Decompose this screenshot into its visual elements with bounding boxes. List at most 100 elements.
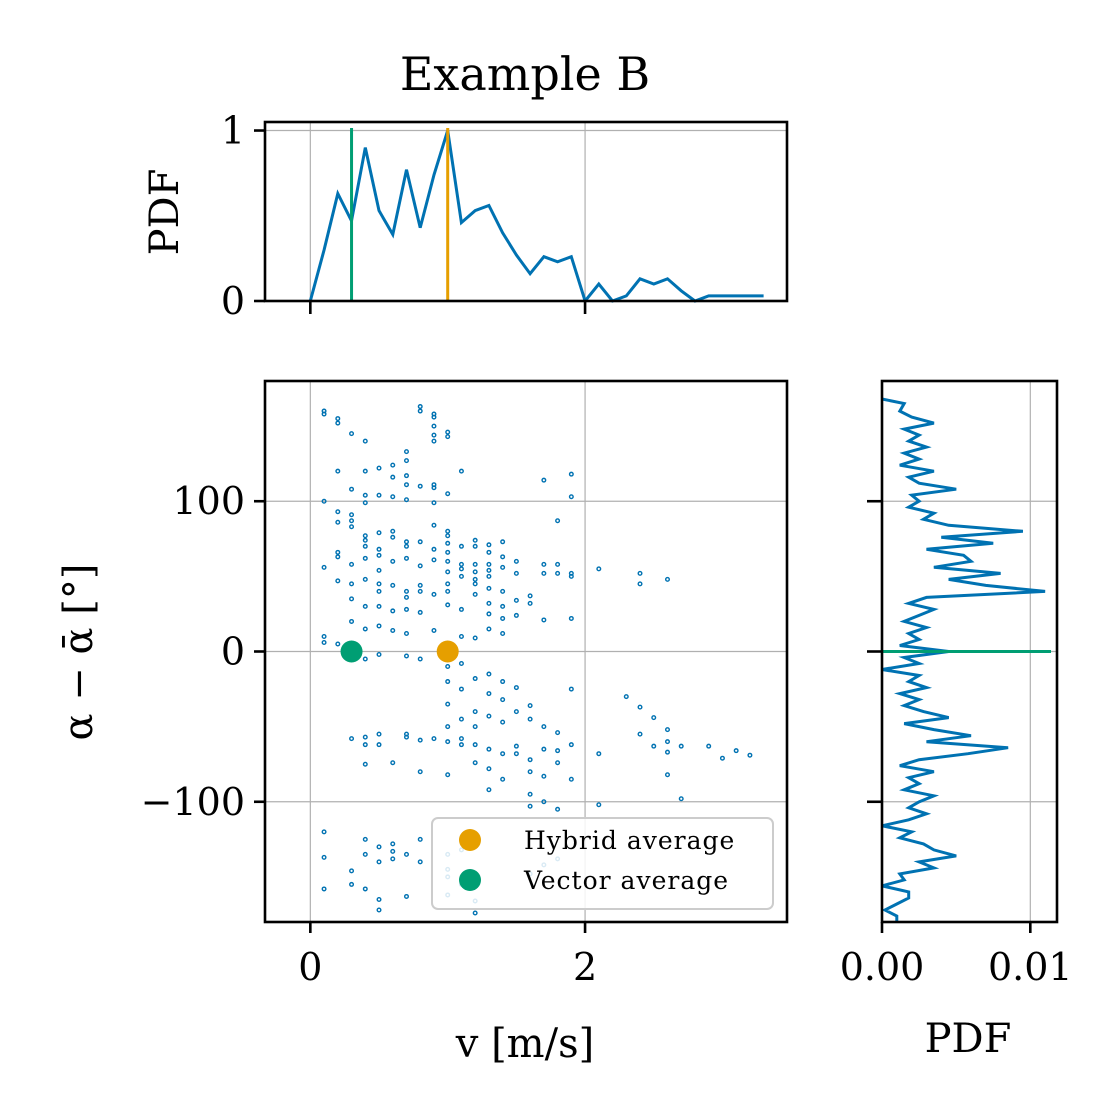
scatter-point [335, 509, 341, 515]
scatter-point [513, 558, 519, 564]
scatter-point [527, 791, 533, 797]
scatter-point [417, 656, 423, 662]
scatter-point [321, 633, 327, 639]
scatter-point [472, 709, 478, 715]
scatter-point [362, 555, 368, 561]
scatter-point [500, 564, 506, 570]
scatter-point [349, 581, 355, 587]
scatter-point [335, 578, 341, 584]
scatter-point [376, 731, 382, 737]
average-markers [340, 640, 459, 663]
scatter-point [390, 608, 396, 614]
scatter-point [445, 528, 451, 534]
right-pdf-panel: 0.00 0.01 PDF [840, 379, 1073, 1062]
scatter-point [390, 841, 396, 847]
scatter-point [472, 576, 478, 582]
scatter-point [431, 557, 437, 563]
scatter-point [541, 746, 547, 752]
scatter-point [445, 540, 451, 546]
scatter-point [623, 694, 629, 700]
scatter-point [417, 539, 423, 545]
scatter-point [445, 491, 451, 497]
scatter-point [390, 474, 396, 480]
scatter-point [403, 543, 409, 549]
top-pdf-panel: 01 PDF [142, 109, 789, 323]
scatter-point [376, 492, 382, 498]
scatter-point [335, 519, 341, 525]
scatter-point [458, 686, 464, 692]
scatter-point [335, 420, 341, 426]
main-ylabel: α − ᾱ [°] [56, 564, 102, 741]
scatter-point [513, 570, 519, 576]
scatter-point [445, 434, 451, 440]
scatter-point [445, 664, 451, 670]
scatter-point [472, 569, 478, 575]
scatter-point [637, 581, 643, 587]
scatter-point [568, 494, 574, 500]
scatter-point [376, 844, 382, 850]
scatter-point [349, 736, 355, 742]
scatter-point [472, 591, 478, 597]
scatter-point [431, 485, 437, 491]
scatter-point [472, 760, 478, 766]
scatter-point [376, 588, 382, 594]
scatter-point [417, 737, 423, 743]
scatter-point [458, 606, 464, 612]
scatter-point [568, 776, 574, 782]
scatter-point [472, 635, 478, 641]
scatter-point [637, 570, 643, 576]
scatter-point [527, 769, 533, 775]
right-xlabel: PDF [925, 1016, 1012, 1062]
scatter-point [445, 772, 451, 778]
scatter-point [417, 836, 423, 842]
legend-hybrid-label: Hybrid average [524, 826, 735, 855]
scatter-point [362, 537, 368, 543]
scatter-point [664, 576, 670, 582]
main-xtick-label: 0 [298, 945, 322, 989]
scatter-point [733, 748, 739, 754]
scatter-point [403, 497, 409, 503]
scatter-point [362, 492, 368, 498]
scatter-point [321, 829, 327, 835]
scatter-point [555, 730, 561, 736]
scatter-point [362, 626, 368, 632]
right-pdf-line [881, 397, 1046, 922]
scatter-point [403, 630, 409, 636]
scatter-point [403, 473, 409, 479]
top-ytick-label: 0 [221, 279, 245, 323]
scatter-point [349, 512, 355, 518]
legend: Hybrid average Vector average [431, 817, 774, 910]
scatter-point [458, 716, 464, 722]
scatter-point [541, 570, 547, 576]
scatter-point [390, 856, 396, 862]
scatter-point [596, 566, 602, 572]
scatter-point [321, 564, 327, 570]
scatter-point [486, 611, 492, 617]
scatter-point [349, 518, 355, 524]
scatter-point [349, 881, 355, 887]
scatter-point [486, 549, 492, 555]
scatter-point [486, 787, 492, 793]
hybrid-average-marker [436, 640, 459, 663]
legend-hybrid-marker [459, 829, 481, 851]
scatter-point [486, 585, 492, 591]
scatter-points [321, 404, 753, 916]
scatter-point [376, 859, 382, 865]
scatter-point [486, 713, 492, 719]
scatter-point [555, 561, 561, 567]
scatter-point [390, 534, 396, 540]
scatter-point [458, 661, 464, 667]
scatter-point [486, 567, 492, 573]
scatter-point [376, 552, 382, 558]
scatter-point [541, 561, 547, 567]
scatter-point [362, 543, 368, 549]
scatter-point [376, 907, 382, 913]
scatter-point [321, 886, 327, 892]
scatter-point [362, 500, 368, 506]
scatter-point [335, 416, 341, 422]
top-pdf-line [308, 130, 764, 305]
scatter-point [651, 715, 657, 721]
scatter-point [362, 761, 368, 767]
scatter-point [431, 546, 437, 552]
scatter-point [349, 868, 355, 874]
